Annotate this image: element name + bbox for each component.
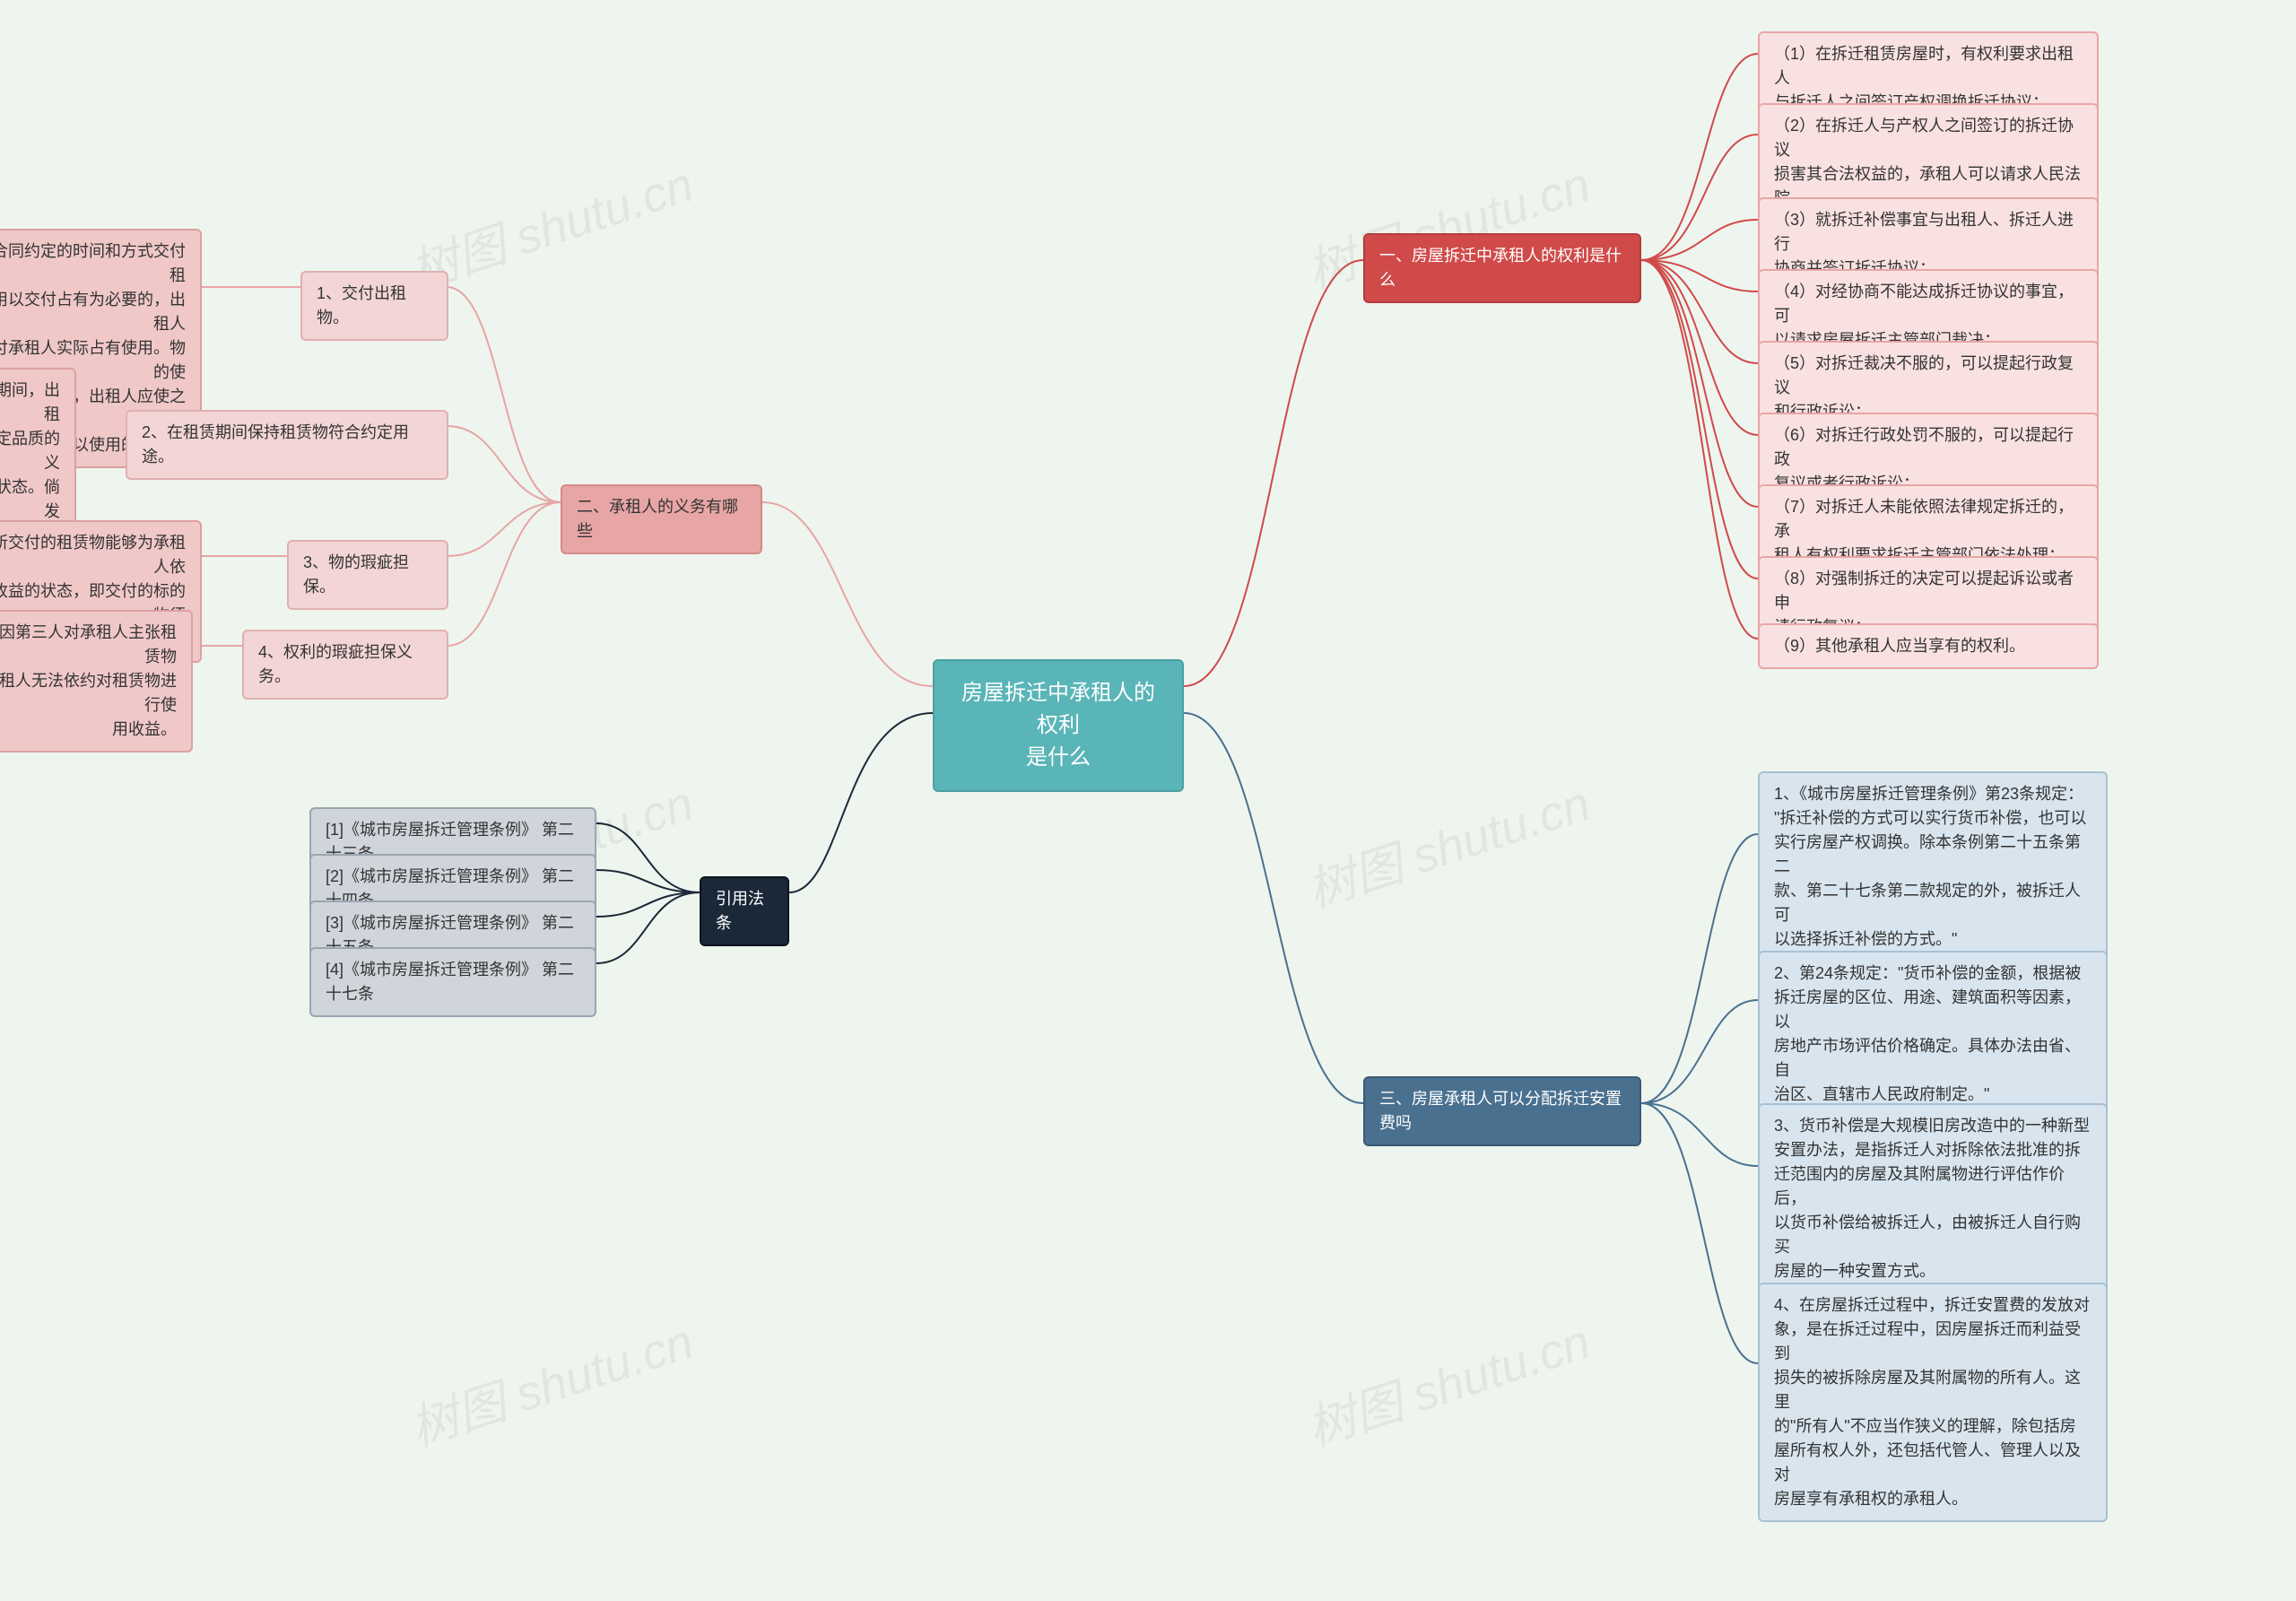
branch2-label: 4、权利的瑕疵担保义务。 — [242, 630, 448, 700]
watermark: 树图 shutu.cn — [1297, 1301, 1598, 1459]
branch3-item: 2、第24条规定："货币补偿的金额，根据被 拆迁房屋的区位、用途、建筑面积等因素… — [1758, 951, 2108, 1118]
branch4-item: [4]《城市房屋拆迁管理条例》 第二十七条 — [309, 947, 596, 1017]
watermark: 树图 shutu.cn — [1297, 763, 1598, 921]
branch2-title: 二、承租人的义务有哪些 — [561, 484, 762, 554]
branch4-title: 引用法条 — [700, 876, 789, 946]
branch2-label: 2、在租赁期间保持租赁物符合约定用途。 — [126, 410, 448, 480]
branch1-title: 一、房屋拆迁中承租人的权利是什 么 — [1363, 233, 1641, 303]
watermark: 树图 shutu.cn — [400, 1301, 701, 1459]
branch3-item: 4、在房屋拆迁过程中，拆迁安置费的发放对 象，是在拆迁过程中，因房屋拆迁而利益受… — [1758, 1283, 2108, 1522]
branch2-label: 1、交付出租物。 — [300, 271, 448, 341]
branch2-label: 3、物的瑕疵担保。 — [287, 540, 448, 610]
branch3-item: 3、货币补偿是大规模旧房改造中的一种新型 安置办法，是指拆迁人对拆除依法批准的拆… — [1758, 1103, 2108, 1294]
branch3-title: 三、房屋承租人可以分配拆迁安置 费吗 — [1363, 1076, 1641, 1146]
center-node: 房屋拆迁中承租人的权利 是什么 — [933, 659, 1184, 792]
branch2-detail: 出租人应担保不因第三人对承租人主张租赁物 上的权利而使承租人无法依约对租赁物进行… — [0, 610, 193, 753]
branch1-item: （9）其他承租人应当享有的权利。 — [1758, 623, 2099, 669]
branch3-item: 1、《城市房屋拆迁管理条例》第23条规定： "拆迁补偿的方式可以实行货币补偿，也… — [1758, 771, 2108, 962]
